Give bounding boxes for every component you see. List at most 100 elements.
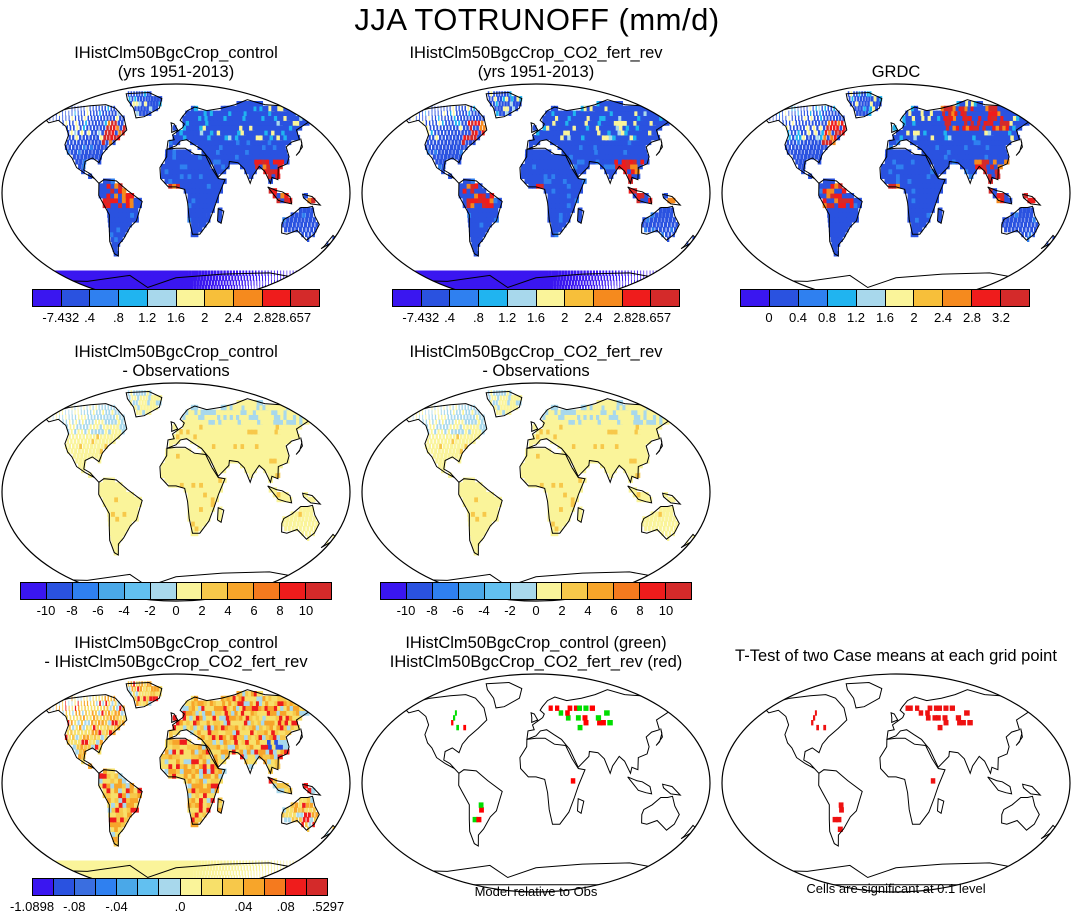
map-cell — [440, 154, 443, 159]
map-cell — [491, 91, 493, 96]
map-cell — [888, 179, 892, 184]
map-cell — [563, 280, 566, 285]
map-cell — [65, 415, 66, 420]
map-cell — [71, 448, 74, 453]
map-cell — [888, 183, 892, 188]
map-cell — [294, 516, 297, 521]
map-cell — [72, 419, 73, 424]
map-cell — [136, 400, 138, 405]
colorbar-tick-label: .8 — [473, 310, 484, 325]
map-cell — [184, 183, 189, 188]
map-cell — [555, 271, 558, 276]
map-cell — [191, 511, 195, 516]
map-cell — [136, 111, 139, 116]
map-cell — [84, 116, 85, 121]
map-cell — [599, 280, 600, 285]
map-cell — [452, 149, 455, 154]
map-cell — [98, 120, 100, 125]
map-cell — [432, 135, 434, 140]
map-cell — [919, 222, 923, 227]
map-cell — [607, 275, 609, 280]
map-cell — [472, 111, 474, 116]
map-cell — [904, 174, 909, 179]
map-cell — [904, 183, 909, 188]
map-cell — [169, 448, 173, 453]
map-cell — [475, 130, 478, 135]
map-cell — [827, 135, 830, 140]
map-cell — [602, 280, 603, 285]
map-cell — [161, 473, 165, 478]
map-cell — [795, 116, 796, 121]
map-cell — [653, 222, 656, 227]
map-cell — [835, 111, 837, 116]
map-cell — [292, 405, 299, 410]
map-cell — [107, 434, 110, 439]
map-cell — [295, 212, 299, 217]
map-cell — [647, 271, 648, 276]
map-cell — [506, 106, 509, 111]
map-cell — [85, 448, 88, 453]
map-cell — [116, 415, 118, 420]
map-cell — [536, 154, 540, 159]
map-cell — [587, 271, 589, 276]
map-cell — [118, 419, 121, 424]
colorbar-swatch — [479, 290, 508, 306]
map-cell — [576, 275, 578, 280]
map-cell — [172, 482, 177, 487]
map-cell — [405, 280, 413, 285]
map-cell — [56, 415, 57, 420]
map-cell — [73, 424, 75, 429]
colorbar-swatch — [119, 290, 148, 306]
map-cell — [284, 526, 287, 531]
map-cell — [114, 487, 118, 492]
map-cell — [559, 183, 564, 188]
map-cell — [182, 271, 186, 276]
map-cell — [92, 120, 94, 125]
map-cell — [101, 120, 103, 125]
map-cell — [93, 405, 94, 410]
map-cell — [476, 116, 478, 121]
map-cell — [995, 169, 1000, 174]
map-cell — [1000, 193, 1004, 198]
map-cell — [78, 116, 79, 121]
map-cell — [831, 120, 833, 125]
map-cell — [176, 154, 180, 159]
map-cell — [97, 145, 100, 150]
panel-title-line2: - Observations — [0, 362, 352, 380]
map-cell — [801, 140, 804, 145]
map-cell — [111, 120, 113, 125]
map-cell — [1012, 106, 1019, 111]
map-cell — [470, 125, 473, 130]
map-cell — [110, 188, 114, 193]
map-cell — [206, 280, 209, 285]
map-cell — [528, 179, 532, 184]
map-cell — [444, 154, 447, 159]
map-cell — [438, 149, 441, 154]
map-cell — [176, 135, 180, 140]
map-cell — [113, 424, 116, 429]
map-cell — [78, 405, 79, 410]
map-cell — [499, 101, 501, 106]
map-cell — [306, 212, 310, 217]
colorbar-swatch — [651, 290, 679, 306]
map-cell — [283, 280, 284, 285]
map-cell — [139, 111, 142, 116]
map-cell — [834, 188, 838, 193]
map-cell — [65, 410, 66, 415]
map-cell — [463, 188, 467, 193]
map-cell — [88, 120, 90, 125]
map-cell — [551, 212, 555, 217]
map-cell — [299, 526, 302, 531]
map-cell — [1018, 217, 1021, 222]
panel-title-line2: (yrs 1951-2013) — [360, 63, 712, 81]
map-cell — [77, 140, 80, 145]
map-cell — [1026, 116, 1033, 121]
map-cell — [806, 135, 809, 140]
map-cell — [555, 222, 559, 227]
map-cell — [297, 280, 299, 285]
map-cell — [458, 120, 460, 125]
map-cell — [799, 120, 801, 125]
map-cell — [298, 511, 302, 516]
map-cell — [860, 106, 863, 111]
